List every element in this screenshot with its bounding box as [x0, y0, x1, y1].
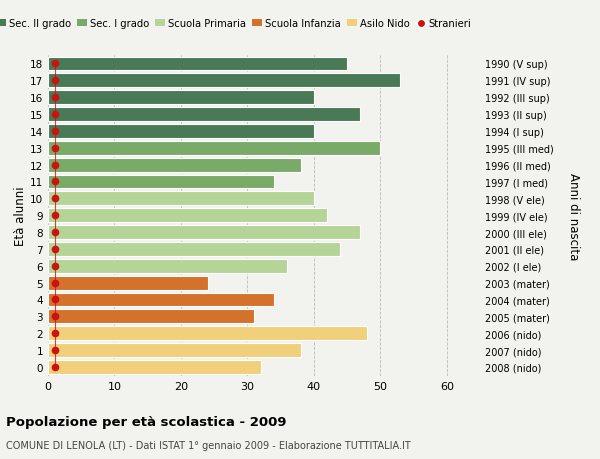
Legend: Sec. II grado, Sec. I grado, Scuola Primaria, Scuola Infanzia, Asilo Nido, Stran: Sec. II grado, Sec. I grado, Scuola Prim…: [0, 15, 476, 33]
Bar: [48, 327, 367, 341]
Y-axis label: Anni di nascita: Anni di nascita: [568, 172, 581, 259]
Bar: [48, 226, 361, 240]
Bar: [48, 259, 287, 273]
Text: Popolazione per età scolastica - 2009: Popolazione per età scolastica - 2009: [6, 415, 287, 428]
Bar: [48, 141, 380, 155]
Bar: [48, 276, 208, 290]
Bar: [48, 125, 314, 139]
Bar: [48, 343, 301, 357]
Bar: [48, 91, 314, 105]
Y-axis label: Età alunni: Età alunni: [14, 186, 27, 246]
Bar: [48, 108, 361, 122]
Bar: [48, 242, 340, 256]
Bar: [48, 360, 260, 374]
Bar: [48, 158, 301, 172]
Bar: [48, 74, 400, 88]
Bar: [48, 175, 274, 189]
Bar: [48, 293, 274, 307]
Bar: [48, 209, 327, 223]
Bar: [48, 192, 314, 206]
Text: COMUNE DI LENOLA (LT) - Dati ISTAT 1° gennaio 2009 - Elaborazione TUTTITALIA.IT: COMUNE DI LENOLA (LT) - Dati ISTAT 1° ge…: [6, 440, 411, 450]
Bar: [48, 310, 254, 324]
Bar: [48, 57, 347, 71]
